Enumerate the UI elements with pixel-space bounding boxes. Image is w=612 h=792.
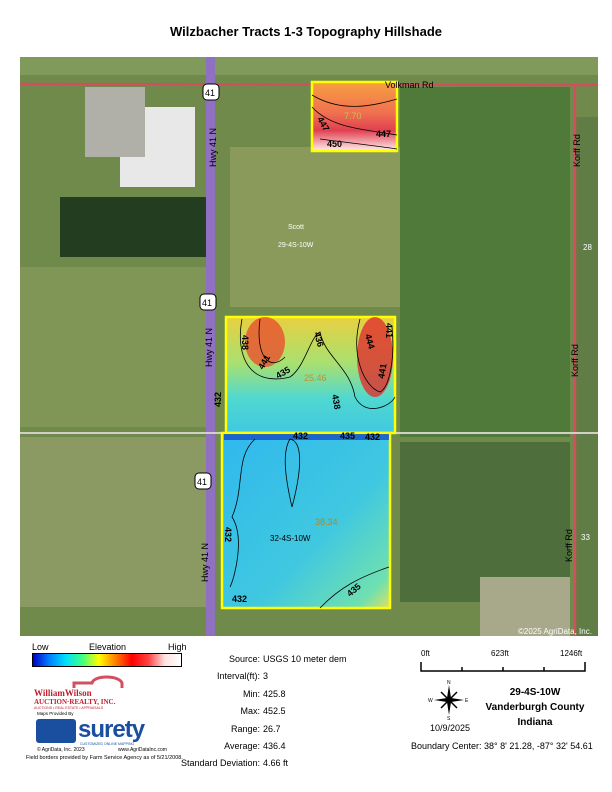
stat-label: Range: xyxy=(230,724,260,734)
stat-label: Standard Deviation: xyxy=(180,758,260,768)
korff-road-label: Korff Rd xyxy=(564,529,574,562)
contour-label: 447 xyxy=(376,129,391,139)
tract-acres: 7.70 xyxy=(344,111,362,121)
highway-41 xyxy=(206,57,215,636)
contour-label: 450 xyxy=(327,139,342,149)
stat-value: 4.66 ft xyxy=(263,758,289,768)
hwy-41-shield: 41 xyxy=(194,472,212,490)
section-label: 29-4S-10W xyxy=(278,242,314,249)
volkman-road xyxy=(20,82,598,87)
compass-n: N xyxy=(447,680,451,686)
contour-line xyxy=(229,438,390,609)
hwy-41-shield: 41 xyxy=(202,83,220,101)
scale-bar xyxy=(420,662,586,672)
high-ridge xyxy=(245,317,285,367)
tract-acres: 38.34 xyxy=(315,517,338,527)
township-label: Scott xyxy=(288,224,304,231)
location-section: 29-4S-10W xyxy=(509,687,561,698)
field xyxy=(230,147,400,307)
agridata-url[interactable]: www.AgriDataInc.com xyxy=(118,747,167,753)
svg-text:41: 41 xyxy=(205,88,215,98)
agridata-credit: © AgriData, Inc. 2023 xyxy=(37,747,85,753)
compass-e: E xyxy=(465,698,469,704)
contour-label: 432 xyxy=(365,432,380,442)
contour-label: 432 xyxy=(232,594,247,604)
surety-wordmark: surety xyxy=(78,716,145,743)
stat-label: Min: xyxy=(242,689,260,699)
field xyxy=(575,117,598,636)
logo-tagline: AUCTIONS • REAL ESTATE • APPRAISALS xyxy=(34,706,104,710)
hwy-label: Hwy 41 N xyxy=(208,128,218,167)
tract-3[interactable] xyxy=(220,431,392,610)
hwy-41-shield: 41 xyxy=(199,293,217,311)
field xyxy=(20,267,210,427)
north-arrow-icon: N S E W xyxy=(428,680,469,721)
contour-line xyxy=(311,94,398,150)
boundary-center: Boundary Center: 38° 8' 21.28, -87° 32' … xyxy=(411,741,593,751)
contour-label: 438 xyxy=(330,394,342,411)
copyright: ©2025 AgriData, Inc. xyxy=(518,627,592,636)
field xyxy=(20,57,598,75)
contour-label: 435 xyxy=(340,431,355,441)
korff-road-label: Korff Rd xyxy=(572,134,582,167)
hwy-label: Hwy 41 N xyxy=(200,543,210,582)
maps-provided-by: Maps Provided By xyxy=(37,711,74,716)
stat-label: Source: xyxy=(228,654,260,664)
stat-value: 26.7 xyxy=(263,724,281,734)
compass-s: S xyxy=(447,716,451,721)
contour-label: 436 xyxy=(312,331,326,348)
stat-value: 436.4 xyxy=(263,741,286,751)
contour-label: 441 xyxy=(376,363,388,380)
low-channel xyxy=(224,434,389,440)
contour-label: 438 xyxy=(240,335,250,350)
field xyxy=(400,87,570,437)
korff-road-label: Korff Rd xyxy=(570,344,580,377)
contour-label: 441 xyxy=(384,323,394,338)
location-state: Indiana xyxy=(517,717,553,728)
compass-w: W xyxy=(428,698,433,704)
logo-subtitle: AUCTION·REALTY, INC. xyxy=(34,698,116,706)
hwy-label: Hwy 41 N xyxy=(204,328,214,367)
svg-text:41: 41 xyxy=(202,298,212,308)
section-number: 33 xyxy=(581,533,590,542)
stat-value: 452.5 xyxy=(263,706,286,716)
contour-label: 432 xyxy=(213,392,223,407)
field xyxy=(20,437,210,607)
stat-value: USGS 10 meter dem xyxy=(263,654,347,664)
topography-map[interactable]: Volkman Rd 41 41 41 Hwy 41 N Hwy 41 N Hw… xyxy=(20,57,598,636)
volkman-road-label: Volkman Rd xyxy=(385,80,434,90)
stat-value: 425.8 xyxy=(263,689,286,699)
legend-title: Elevation xyxy=(89,642,127,652)
stat-label: Average: xyxy=(224,741,260,751)
stat-label: Interval(ft): xyxy=(216,671,260,681)
map-date: 10/9/2025 xyxy=(430,723,471,733)
woods xyxy=(60,197,210,257)
legend-low: Low xyxy=(32,642,49,652)
scale-tick-label: 623ft xyxy=(491,649,509,658)
scale-tick-label: 1246ft xyxy=(560,649,583,658)
contour-label: 444 xyxy=(363,333,377,350)
stat-value: 3 xyxy=(263,671,269,681)
logo-name: WilliamWilson xyxy=(34,688,92,698)
fsa-credit: Field borders provided by Farm Service A… xyxy=(26,755,183,761)
parking-lot xyxy=(85,87,145,157)
elevation-color-ramp xyxy=(32,653,182,667)
map-title: Wilzbacher Tracts 1-3 Topography Hillsha… xyxy=(170,24,442,39)
scale-tick-label: 0ft xyxy=(421,649,430,658)
field xyxy=(480,577,570,636)
high-ridge xyxy=(357,317,393,397)
section-number: 28 xyxy=(583,243,592,252)
location-county: Vanderburgh County xyxy=(485,702,585,713)
field xyxy=(400,442,570,602)
legend-high: High xyxy=(168,642,187,652)
section-label: 32-4S-10W xyxy=(270,534,311,543)
svg-text:41: 41 xyxy=(197,477,207,487)
contour-label: 432 xyxy=(293,431,308,441)
surety-tagline: CUSTOMIZED ONLINE MAPPING xyxy=(80,742,135,746)
contour-label: 432 xyxy=(223,527,233,542)
tract-acres: 25.46 xyxy=(304,373,327,383)
stat-label: Max: xyxy=(240,706,260,716)
